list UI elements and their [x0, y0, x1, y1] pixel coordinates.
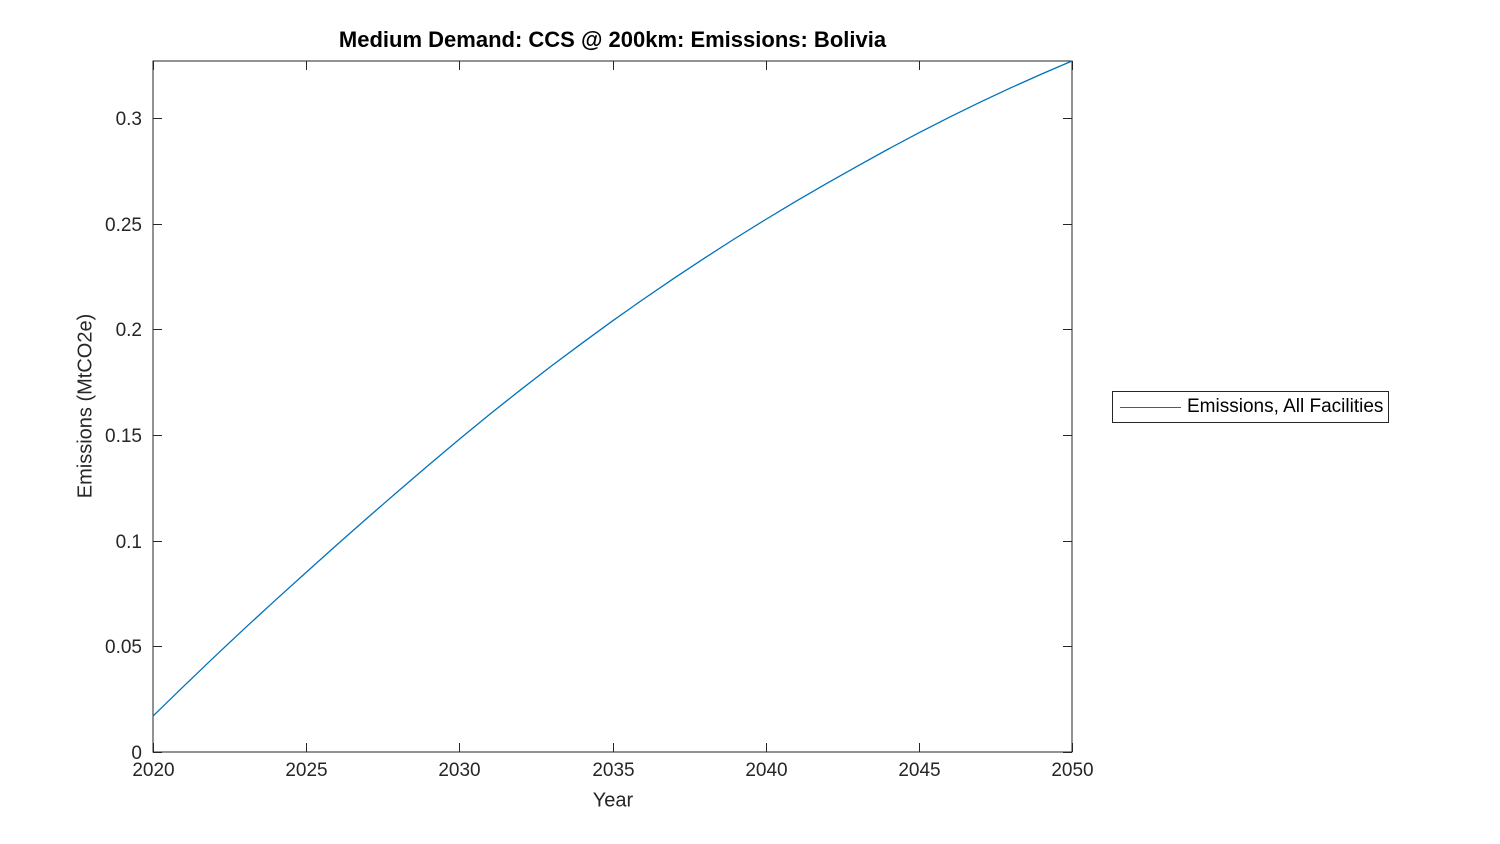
- y-tick-label: 0: [131, 743, 142, 764]
- x-axis-label: Year: [592, 789, 634, 812]
- legend-line-sample: [1120, 406, 1181, 408]
- axes-box: [152, 60, 1073, 753]
- x-tick-label: 2040: [745, 760, 787, 781]
- y-tick-label: 0.15: [105, 426, 142, 447]
- y-tick-label: 0.2: [116, 320, 142, 341]
- y-tick-label: 0.1: [116, 532, 142, 553]
- x-tick-label: 2045: [898, 760, 940, 781]
- y-axis-label: Emissions (MtCO2e): [74, 313, 97, 499]
- y-tick-label: 0.3: [116, 109, 142, 130]
- x-tick-label: 2020: [132, 760, 174, 781]
- legend: Emissions, All Facilities: [1112, 391, 1389, 423]
- chart-title: Medium Demand: CCS @ 200km: Emissions: B…: [338, 27, 887, 52]
- x-tick-label: 2035: [592, 760, 634, 781]
- x-tick-label: 2050: [1051, 760, 1093, 781]
- series-line: [152, 60, 1073, 717]
- y-tick-label: 0.05: [105, 637, 142, 658]
- legend-label: Emissions, All Facilities: [1187, 396, 1384, 417]
- y-tick-label: 0.25: [105, 215, 142, 236]
- x-tick-label: 2030: [438, 760, 480, 781]
- x-tick-label: 2025: [285, 760, 327, 781]
